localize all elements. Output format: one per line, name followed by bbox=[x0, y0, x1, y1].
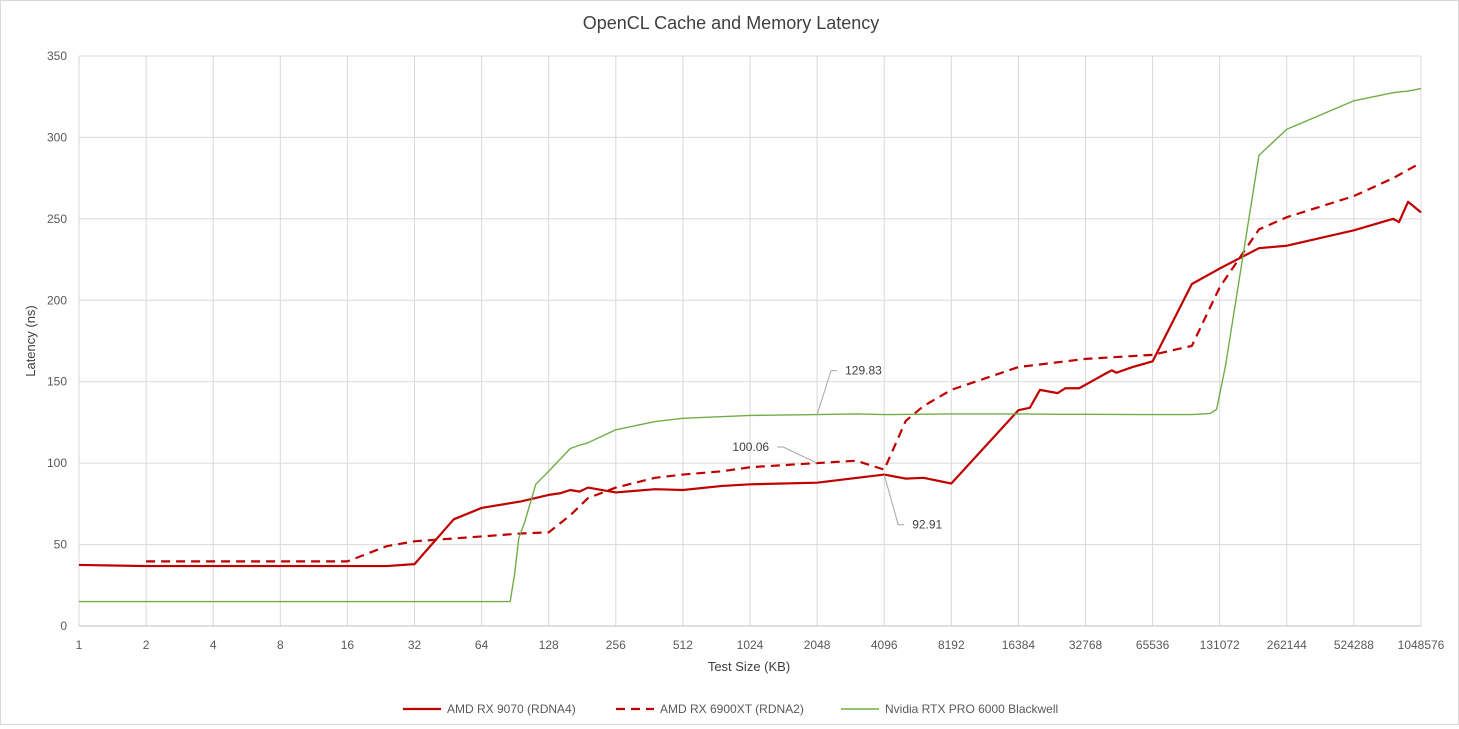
x-tick-label: 32768 bbox=[1069, 638, 1103, 652]
x-tick-label: 1 bbox=[76, 638, 83, 652]
annotation-leader-line bbox=[883, 474, 905, 526]
data-annotations: 129.83 100.06 92.91 bbox=[732, 364, 942, 532]
legend-label-3: Nvidia RTX PRO 6000 Blackwell bbox=[885, 702, 1058, 716]
x-axis-title: Test Size (KB) bbox=[708, 659, 790, 674]
x-tick-label: 8192 bbox=[938, 638, 965, 652]
series-line-1 bbox=[78, 200, 1422, 568]
legend: AMD RX 9070 (RDNA4) AMD RX 6900XT (RDNA2)… bbox=[403, 702, 1058, 716]
y-tick-label: 50 bbox=[54, 538, 68, 552]
y-tick-label: 350 bbox=[47, 49, 67, 63]
x-tick-label: 1048576 bbox=[1398, 638, 1445, 652]
x-tick-label: 4 bbox=[210, 638, 217, 652]
x-tick-label: 16 bbox=[341, 638, 355, 652]
x-tick-label: 512 bbox=[673, 638, 693, 652]
axes: 0 50 100 150 200 250 300 350 1 2 4 8 16 32 64 128 256 512… bbox=[47, 49, 1445, 652]
y-axis-title: Latency (ns) bbox=[23, 305, 38, 377]
x-tick-label: 64 bbox=[475, 638, 489, 652]
gridlines bbox=[78, 55, 1422, 627]
annotation-leader-line bbox=[816, 370, 838, 415]
x-tick-label: 524288 bbox=[1334, 638, 1374, 652]
legend-label-2: AMD RX 6900XT (RDNA2) bbox=[660, 702, 804, 716]
x-tick-label: 2 bbox=[143, 638, 150, 652]
x-tick-label: 1024 bbox=[737, 638, 764, 652]
annotation-label: 100.06 bbox=[732, 440, 769, 454]
annotation-label: 129.83 bbox=[845, 364, 882, 378]
x-tick-label: 262144 bbox=[1267, 638, 1307, 652]
chart-title: OpenCL Cache and Memory Latency bbox=[583, 13, 880, 33]
x-tick-label: 4096 bbox=[871, 638, 898, 652]
y-tick-label: 0 bbox=[60, 619, 67, 633]
legend-label-1: AMD RX 9070 (RDNA4) bbox=[447, 702, 576, 716]
annotation-label: 92.91 bbox=[912, 518, 942, 532]
x-tick-label: 256 bbox=[606, 638, 626, 652]
y-tick-label: 250 bbox=[47, 212, 67, 226]
x-tick-label: 65536 bbox=[1136, 638, 1170, 652]
y-tick-label: 200 bbox=[47, 293, 67, 307]
x-tick-label: 8 bbox=[277, 638, 284, 652]
y-tick-label: 150 bbox=[47, 375, 67, 389]
x-tick-label: 16384 bbox=[1002, 638, 1036, 652]
x-tick-label: 2048 bbox=[804, 638, 831, 652]
series-lines bbox=[78, 87, 1422, 603]
x-tick-label: 32 bbox=[408, 638, 422, 652]
y-tick-label: 300 bbox=[47, 130, 67, 144]
y-tick-label: 100 bbox=[47, 456, 67, 470]
x-tick-label: 128 bbox=[539, 638, 559, 652]
series-line-2 bbox=[146, 161, 1422, 563]
x-tick-label: 131072 bbox=[1200, 638, 1240, 652]
annotation-leader-line bbox=[777, 446, 818, 464]
series-line-3 bbox=[79, 87, 1422, 603]
